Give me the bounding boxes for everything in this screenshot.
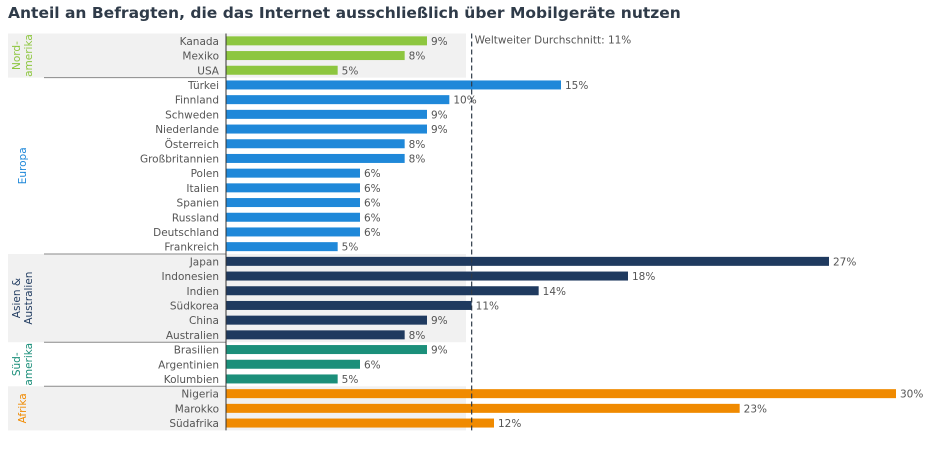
chart-title: Anteil an Befragten, die das Internet au… bbox=[8, 4, 681, 22]
value-label: 9% bbox=[431, 124, 448, 136]
category-label: Mexiko bbox=[182, 51, 219, 63]
value-label: 5% bbox=[342, 374, 359, 386]
value-label: 11% bbox=[476, 300, 499, 312]
value-label: 8% bbox=[409, 51, 426, 63]
bar bbox=[226, 315, 427, 325]
value-label: 5% bbox=[342, 65, 359, 77]
value-label: 6% bbox=[364, 168, 381, 180]
category-label: Kolumbien bbox=[164, 374, 219, 386]
category-label: Finnland bbox=[175, 95, 219, 107]
region-label: Nord-amerika bbox=[11, 34, 35, 77]
bar bbox=[226, 80, 561, 90]
region-label: Europa bbox=[17, 147, 29, 184]
bar bbox=[226, 242, 338, 252]
bar bbox=[226, 256, 829, 266]
value-label: 9% bbox=[431, 345, 448, 357]
value-label: 9% bbox=[431, 315, 448, 327]
region-label: Süd-amerika bbox=[11, 343, 35, 386]
category-label: Russland bbox=[172, 212, 219, 224]
value-label: 23% bbox=[744, 403, 767, 415]
bars bbox=[225, 33, 896, 431]
category-label: Deutschland bbox=[153, 227, 219, 239]
bar bbox=[226, 198, 360, 208]
value-label: 6% bbox=[364, 227, 381, 239]
bar bbox=[226, 374, 338, 384]
value-label: 6% bbox=[364, 183, 381, 195]
category-label: Schweden bbox=[165, 109, 219, 121]
category-label: USA bbox=[197, 65, 220, 77]
bar bbox=[226, 124, 427, 134]
bar bbox=[226, 212, 360, 222]
bar bbox=[226, 330, 405, 340]
bar bbox=[226, 139, 405, 149]
bar bbox=[226, 95, 450, 105]
bar bbox=[226, 153, 405, 163]
value-label: 9% bbox=[431, 36, 448, 48]
category-label: Marokko bbox=[175, 403, 219, 415]
category-label: Brasilien bbox=[174, 345, 219, 357]
value-label: 12% bbox=[498, 418, 521, 430]
bar bbox=[226, 389, 896, 399]
bar bbox=[226, 36, 427, 46]
category-label: Kanada bbox=[180, 36, 219, 48]
bar bbox=[226, 65, 338, 75]
category-label: Indonesien bbox=[162, 271, 219, 283]
category-label: Südkorea bbox=[170, 300, 219, 312]
value-label: 10% bbox=[453, 95, 476, 107]
category-label: Indien bbox=[187, 286, 219, 298]
category-label: Spanien bbox=[177, 198, 219, 210]
value-label: 6% bbox=[364, 359, 381, 371]
bar bbox=[226, 359, 360, 369]
bar bbox=[226, 51, 405, 61]
category-label: Großbritannien bbox=[140, 153, 219, 165]
category-label: Italien bbox=[186, 183, 219, 195]
value-label: 8% bbox=[409, 330, 426, 342]
value-label: 6% bbox=[364, 212, 381, 224]
category-label: Türkei bbox=[187, 80, 219, 92]
value-label: 6% bbox=[364, 198, 381, 210]
bar bbox=[226, 109, 427, 119]
category-label: Nigeria bbox=[181, 389, 219, 401]
bar bbox=[226, 168, 360, 178]
category-label: Argentinien bbox=[158, 359, 219, 371]
region-label: Afrika bbox=[17, 393, 29, 423]
category-label: Frankreich bbox=[164, 242, 219, 254]
reference-line-label: Weltweiter Durchschnitt: 11% bbox=[475, 35, 632, 47]
value-label: 18% bbox=[632, 271, 655, 283]
category-label: Japan bbox=[189, 256, 219, 268]
category-label: Österreich bbox=[165, 138, 219, 151]
bar bbox=[226, 286, 539, 296]
bar bbox=[226, 300, 472, 310]
bar bbox=[226, 418, 494, 428]
bar bbox=[226, 345, 427, 355]
value-label: 8% bbox=[409, 153, 426, 165]
value-label: 14% bbox=[543, 286, 566, 298]
labels: Nord-amerika Kanada 9% Mexiko 8% USA 5% Europa T… bbox=[11, 34, 923, 430]
bar bbox=[226, 227, 360, 237]
value-label: 8% bbox=[409, 139, 426, 151]
category-label: Niederlande bbox=[155, 124, 219, 136]
region-band bbox=[8, 254, 466, 343]
bar bbox=[226, 183, 360, 193]
category-label: Australien bbox=[166, 330, 219, 342]
region-label: Asien &Australien bbox=[11, 272, 35, 325]
value-label: 30% bbox=[900, 389, 923, 401]
value-label: 15% bbox=[565, 80, 588, 92]
value-label: 5% bbox=[342, 242, 359, 254]
value-label: 9% bbox=[431, 109, 448, 121]
bar bbox=[226, 271, 628, 281]
category-label: Südafrika bbox=[169, 418, 219, 430]
value-label: 27% bbox=[833, 256, 856, 268]
bar bbox=[226, 403, 740, 413]
category-label: Polen bbox=[191, 168, 219, 180]
category-label: China bbox=[189, 315, 219, 327]
